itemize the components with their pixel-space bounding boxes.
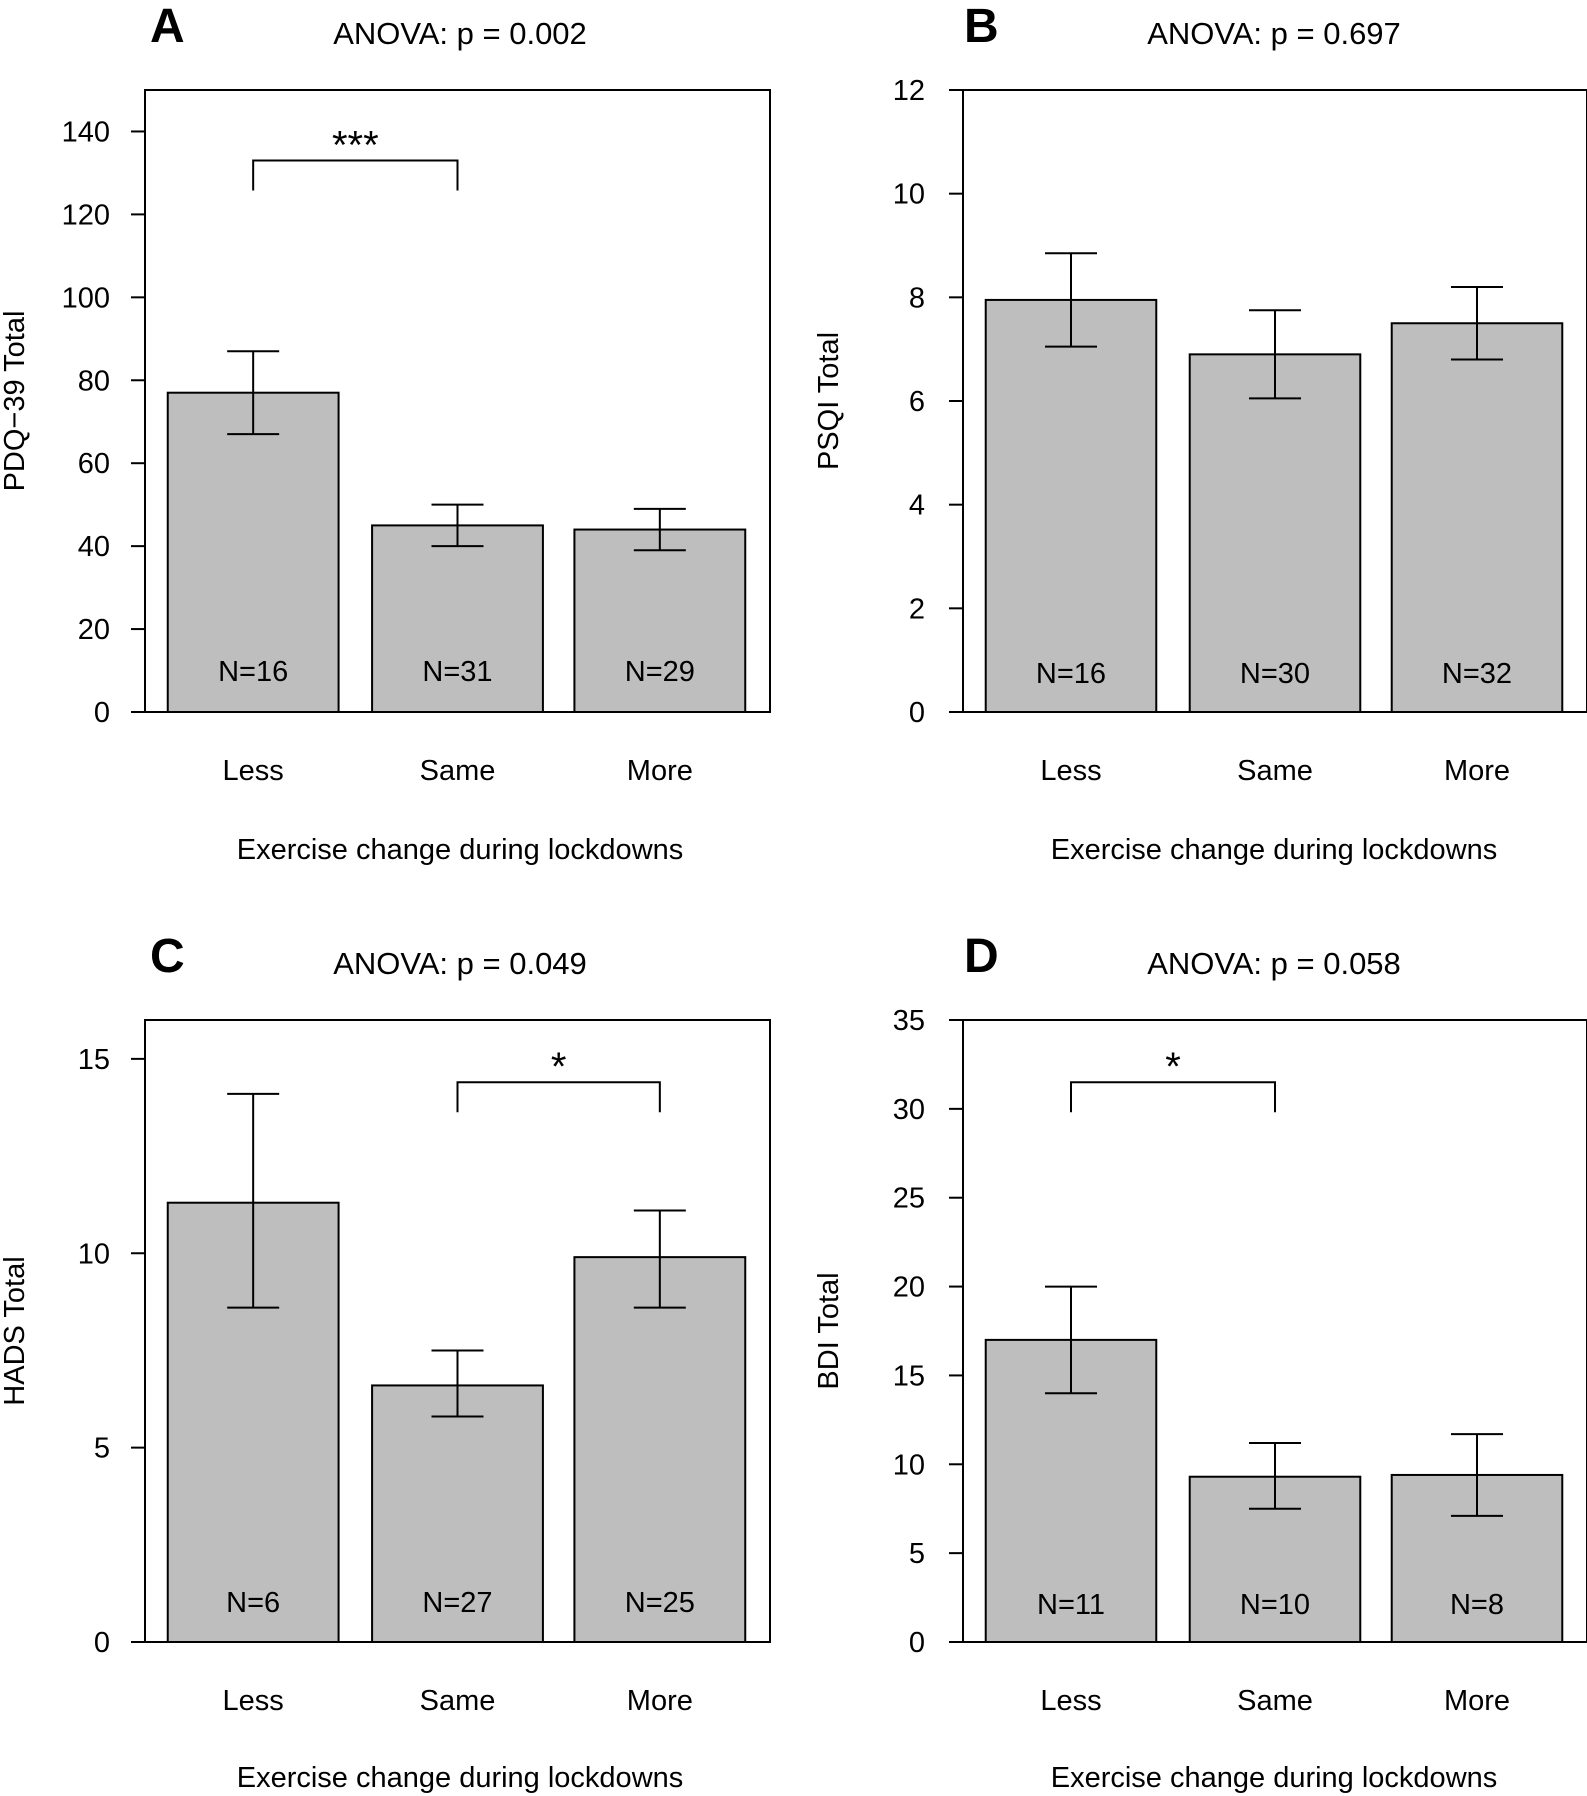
x-category-label: Same xyxy=(1237,755,1313,787)
y-tick-label: 15 xyxy=(893,1360,925,1392)
y-tick-label: 10 xyxy=(893,179,925,211)
bar-more xyxy=(1390,322,1564,713)
y-tick-label: 20 xyxy=(78,614,110,646)
bar-n-label: N=25 xyxy=(625,1587,695,1619)
significance-bracket xyxy=(252,159,459,191)
panel-a: A ANOVA: p = 0.002 PDQ−39 Total Exercise… xyxy=(0,0,771,866)
y-tick-label: 25 xyxy=(893,1183,925,1215)
bar-same xyxy=(371,524,544,714)
panel-letter-a: A xyxy=(150,0,185,53)
bar-n-label: N=29 xyxy=(625,656,695,688)
panel-b: B ANOVA: p = 0.697 PSQI Total Exercise c… xyxy=(813,0,1587,866)
x-category-label: Less xyxy=(1040,1685,1101,1717)
panel-letter-c: C xyxy=(150,930,185,983)
bar-n-label: N=6 xyxy=(226,1587,280,1619)
panel-c-y-axis-label: HADS Total xyxy=(0,1256,31,1405)
y-tick-label: 120 xyxy=(62,199,110,231)
bar-less xyxy=(984,298,1158,713)
panel-d: D ANOVA: p = 0.058 BDI Total Exercise ch… xyxy=(813,930,1587,1794)
bar-n-label: N=31 xyxy=(422,656,492,688)
bar-less xyxy=(166,391,340,713)
panel-d-x-axis-label: Exercise change during lockdowns xyxy=(1051,1762,1498,1794)
y-tick-label: 2 xyxy=(909,593,925,625)
y-tick-label: 0 xyxy=(909,697,925,729)
panel-a-y-axis-label: PDQ−39 Total xyxy=(0,311,31,492)
y-tick-label: 0 xyxy=(94,1627,110,1659)
panel-d-plot: 0 5 10 15 20 25 30 35 N=11 Less N=10 Same N=8 More * xyxy=(893,1005,1564,1717)
y-tick-label: 5 xyxy=(909,1538,925,1570)
panel-a-plot: 0 20 40 60 80 100 120 140 N=16 Less N=31 Same N=29 Mo… xyxy=(62,116,747,787)
y-tick-label: 10 xyxy=(893,1449,925,1481)
panel-c-plot: 0 5 10 15 N=6 Less N=27 Same N=25 More * xyxy=(78,1044,747,1717)
x-category-label: More xyxy=(627,755,693,787)
x-category-label: Same xyxy=(420,755,496,787)
bar-n-label: N=32 xyxy=(1442,658,1512,690)
bar-n-label: N=16 xyxy=(218,656,288,688)
panel-letter-b: B xyxy=(964,0,999,53)
x-category-label: More xyxy=(627,1685,693,1717)
y-tick-label: 5 xyxy=(94,1433,110,1465)
x-category-label: Same xyxy=(1237,1685,1313,1717)
panel-b-plot: 0 2 4 6 8 10 12 N=16 Less N=30 Same N=32 More xyxy=(893,75,1564,787)
y-tick-label: 140 xyxy=(62,116,110,148)
bar-n-label: N=11 xyxy=(1037,1589,1105,1621)
y-tick-label: 12 xyxy=(893,75,925,107)
y-tick-label: 10 xyxy=(78,1238,110,1270)
bar-n-label: N=8 xyxy=(1450,1589,1504,1621)
y-tick-label: 6 xyxy=(909,386,925,418)
panel-a-title: ANOVA: p = 0.002 xyxy=(333,16,587,51)
significance-marker: * xyxy=(551,1045,567,1089)
x-category-label: More xyxy=(1444,1685,1510,1717)
y-tick-label: 30 xyxy=(893,1094,925,1126)
panel-letter-d: D xyxy=(964,930,999,983)
x-category-label: More xyxy=(1444,755,1510,787)
significance-marker: * xyxy=(1165,1045,1181,1089)
bar-same xyxy=(371,1384,544,1644)
y-tick-label: 100 xyxy=(62,282,110,314)
bar-same xyxy=(1188,353,1362,713)
panel-c-x-axis-label: Exercise change during lockdowns xyxy=(237,1762,684,1794)
y-tick-label: 35 xyxy=(893,1005,925,1037)
y-tick-label: 80 xyxy=(78,365,110,397)
bar-n-label: N=10 xyxy=(1240,1589,1310,1621)
x-category-label: Less xyxy=(1040,755,1101,787)
y-tick-label: 20 xyxy=(893,1272,925,1304)
bar-n-label: N=16 xyxy=(1036,658,1106,690)
panel-b-x-axis-label: Exercise change during lockdowns xyxy=(1051,834,1498,866)
x-category-label: Less xyxy=(223,755,284,787)
x-category-label: Less xyxy=(223,1685,284,1717)
y-tick-label: 15 xyxy=(78,1044,110,1076)
significance-bracket xyxy=(1070,1081,1276,1113)
panel-b-title: ANOVA: p = 0.697 xyxy=(1147,16,1401,51)
panel-d-y-axis-label: BDI Total xyxy=(813,1272,845,1389)
bar-n-label: N=27 xyxy=(422,1587,492,1619)
y-tick-label: 0 xyxy=(909,1627,925,1659)
panel-c: C ANOVA: p = 0.049 HADS Total Exercise c… xyxy=(0,930,771,1794)
bar-more xyxy=(573,1256,747,1643)
y-tick-label: 60 xyxy=(78,448,110,480)
panel-a-x-axis-label: Exercise change during lockdowns xyxy=(237,834,684,866)
panel-c-title: ANOVA: p = 0.049 xyxy=(333,946,587,981)
significance-marker: *** xyxy=(332,123,379,167)
panel-b-y-axis-label: PSQI Total xyxy=(813,332,845,470)
y-tick-label: 0 xyxy=(94,697,110,729)
significance-bracket xyxy=(456,1081,661,1113)
y-tick-label: 40 xyxy=(78,531,110,563)
x-category-label: Same xyxy=(420,1685,496,1717)
y-tick-label: 8 xyxy=(909,282,925,314)
y-tick-label: 4 xyxy=(909,490,925,522)
bar-n-label: N=30 xyxy=(1240,658,1310,690)
panel-d-title: ANOVA: p = 0.058 xyxy=(1147,946,1401,981)
